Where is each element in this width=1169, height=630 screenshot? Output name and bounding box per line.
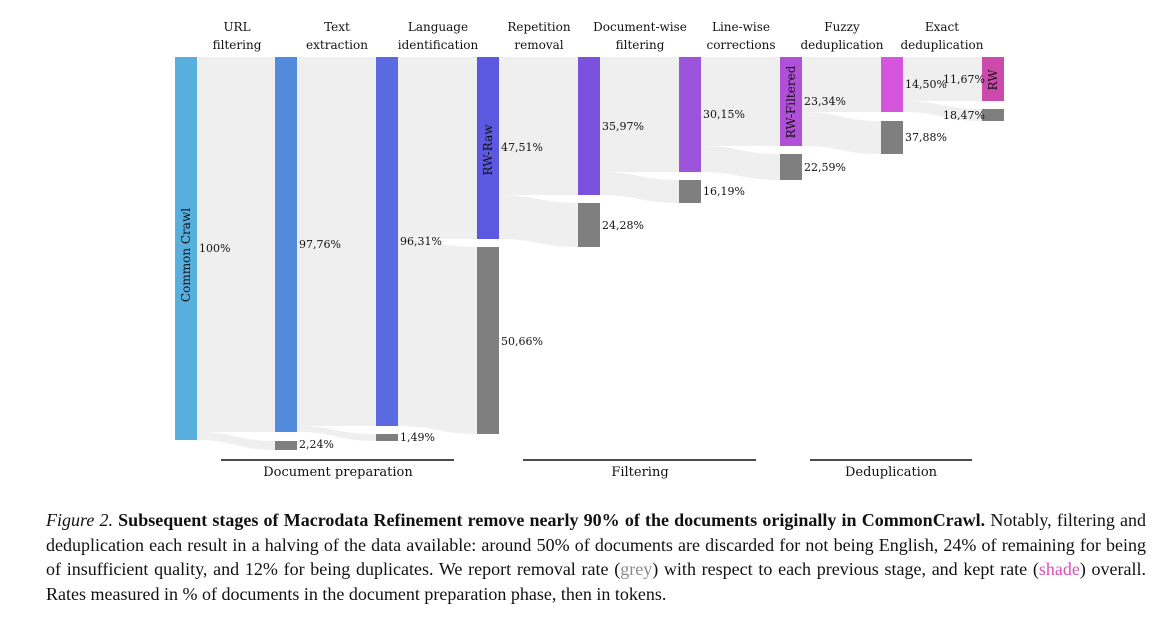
flow-line-to-rwf bbox=[701, 57, 780, 146]
kept-percentages: 100% 97,76% 96,31% 47,51% 35,97% 30,15% … bbox=[199, 73, 985, 255]
removed-url-filtering bbox=[275, 441, 297, 450]
stage-7-line1: Fuzzy bbox=[824, 20, 860, 34]
stage-1-line2: filtering bbox=[213, 38, 262, 52]
caption-bold-lead: Subsequent stages of Macrodata Refinemen… bbox=[118, 510, 986, 530]
kept-pct-line-corrections: 30,15% bbox=[703, 108, 745, 121]
node-rw bbox=[982, 57, 1004, 101]
node-common-crawl bbox=[175, 57, 197, 440]
flow-cc-to-text bbox=[197, 57, 275, 432]
stage-1-line1: URL bbox=[223, 20, 250, 34]
kept-pct-repetition: 47,51% bbox=[501, 141, 543, 154]
removed-pct-exact-dedup: 18,47% bbox=[943, 109, 985, 122]
removed-pct-text: 1,49% bbox=[400, 431, 435, 444]
node-text-extraction bbox=[275, 57, 297, 432]
kept-pct-text-extraction: 97,76% bbox=[299, 238, 341, 251]
stage-6-line1: Line-wise bbox=[712, 20, 770, 34]
flow-text-to-removed2 bbox=[297, 426, 376, 441]
flow-rwf-to-removed7 bbox=[802, 112, 881, 154]
group-brackets: Document preparation Filtering Deduplica… bbox=[221, 459, 972, 480]
flow-exact-to-rw bbox=[903, 57, 982, 101]
kept-pct-fuzzy-dedup: 23,34% bbox=[804, 95, 846, 108]
stage-3-line2: identification bbox=[398, 38, 479, 52]
removed-pct-fuzzy-dedup: 37,88% bbox=[905, 131, 947, 144]
flow-lang-to-removed3 bbox=[398, 239, 477, 434]
flow-rwf-to-exact bbox=[802, 57, 881, 112]
stage-headers: URL filtering Text extraction Language i… bbox=[213, 20, 984, 52]
flow-docf-to-removed5 bbox=[600, 172, 679, 203]
kept-pct-common-crawl: 100% bbox=[199, 242, 230, 255]
node-language-identification bbox=[376, 57, 398, 426]
stage-7-line2: deduplication bbox=[800, 38, 883, 52]
removed-fuzzy-dedup bbox=[881, 121, 903, 154]
kept-nodes bbox=[175, 57, 1004, 440]
flow-cc-to-removed1 bbox=[197, 432, 275, 450]
node-document-filtering bbox=[578, 57, 600, 195]
removed-pct-line-corrections: 22,59% bbox=[804, 161, 846, 174]
group-label-filtering: Filtering bbox=[611, 465, 668, 480]
removed-pct-url: 2,24% bbox=[299, 438, 334, 451]
removed-document-filtering bbox=[679, 180, 701, 203]
node-exact-dedup bbox=[881, 57, 903, 112]
flow-exact-to-removed8 bbox=[903, 101, 982, 121]
figure-caption: Figure 2. Subsequent stages of Macrodata… bbox=[46, 508, 1146, 606]
stage-8-line2: deduplication bbox=[900, 38, 983, 52]
removed-pct-doc-filtering: 16,19% bbox=[703, 185, 745, 198]
node-rw-filtered bbox=[780, 57, 802, 146]
flow-rwraw-to-removed4 bbox=[499, 195, 578, 247]
flow-docf-to-line bbox=[600, 57, 679, 172]
removed-line-corrections bbox=[780, 154, 802, 180]
removed-text-extraction bbox=[376, 434, 398, 441]
node-line-corrections bbox=[679, 57, 701, 172]
label-rw-raw: RW-Raw bbox=[481, 124, 495, 176]
stage-4-line1: Repetition bbox=[507, 20, 570, 34]
flows bbox=[197, 57, 982, 450]
node-labels: Common Crawl RW-Raw RW-Filtered RW bbox=[179, 65, 1000, 302]
label-rw: RW bbox=[986, 69, 1000, 91]
sankey-figure: URL filtering Text extraction Language i… bbox=[175, 20, 1004, 480]
group-label-dedup: Deduplication bbox=[845, 465, 938, 480]
kept-pct-language-id: 96,31% bbox=[400, 235, 442, 248]
stage-6-line2: corrections bbox=[706, 38, 775, 52]
stage-4-line2: removal bbox=[514, 38, 563, 52]
stage-2-line1: Text bbox=[324, 20, 350, 34]
stage-5-line1: Document-wise bbox=[593, 20, 687, 34]
caption-text-1: Notably, filtering and deduplication eac… bbox=[46, 510, 1146, 579]
caption-shade-word: shade bbox=[1038, 559, 1080, 579]
flow-line-to-removed6 bbox=[701, 146, 780, 180]
stage-2-line2: extraction bbox=[306, 38, 368, 52]
caption-grey-word: grey bbox=[620, 559, 653, 579]
flow-rwraw-to-docf bbox=[499, 57, 578, 195]
flow-lang-to-rwraw bbox=[398, 57, 477, 239]
label-common-crawl: Common Crawl bbox=[179, 208, 193, 302]
removed-pct-repetition: 24,28% bbox=[602, 219, 644, 232]
label-rw-filtered: RW-Filtered bbox=[784, 65, 798, 138]
caption-figure-number: Figure 2. bbox=[46, 510, 113, 530]
group-label-doc-prep: Document preparation bbox=[263, 465, 413, 480]
node-rw-raw bbox=[477, 57, 499, 239]
removed-exact-dedup bbox=[982, 109, 1004, 121]
removed-repetition bbox=[578, 203, 600, 247]
caption-text-2: ) with respect to each previous stage, a… bbox=[652, 559, 1039, 579]
kept-pct-exact-dedup: 14,50% bbox=[905, 78, 947, 91]
flow-text-to-lang bbox=[297, 57, 376, 426]
removed-nodes bbox=[275, 109, 1004, 450]
caption-text-3: ) overall. Rates measured in % of docume… bbox=[46, 559, 1147, 604]
kept-pct-rw: 11,67% bbox=[943, 73, 985, 86]
stage-8-line1: Exact bbox=[925, 20, 959, 34]
stage-3-line1: Language bbox=[408, 20, 468, 34]
stage-5-line2: filtering bbox=[616, 38, 665, 52]
removed-language-identification bbox=[477, 247, 499, 434]
removed-percentages: 2,24% 1,49% 50,66% 24,28% 16,19% 22,59% … bbox=[299, 109, 985, 451]
removed-pct-language: 50,66% bbox=[501, 335, 543, 348]
kept-pct-doc-filtering: 35,97% bbox=[602, 120, 644, 133]
